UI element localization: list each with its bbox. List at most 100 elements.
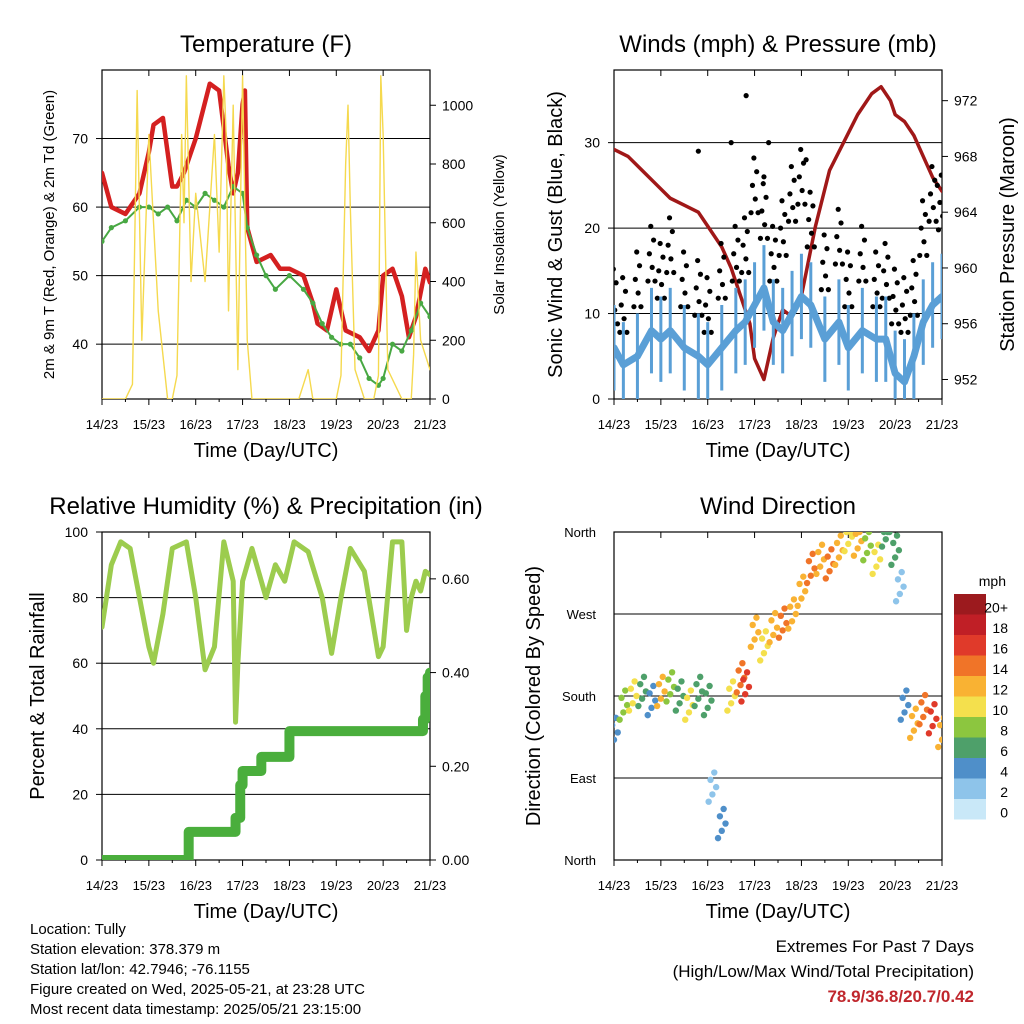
gust-point	[715, 295, 721, 301]
insolation-line	[102, 75, 430, 399]
gust-point	[802, 201, 808, 207]
gust-point	[780, 239, 786, 245]
direction-point	[745, 683, 753, 691]
gust-point	[810, 203, 816, 209]
x-tick-label: 18/23	[273, 878, 306, 893]
direction-point	[824, 553, 831, 560]
gust-point	[699, 312, 705, 318]
gust-point	[835, 206, 841, 212]
gust-point	[799, 187, 805, 194]
direction-point	[640, 673, 648, 681]
gust-point	[621, 316, 627, 322]
legend-swatch	[954, 614, 986, 635]
direction-point	[620, 709, 627, 716]
x-tick-label: 14/23	[598, 417, 631, 432]
y-tick-label: 0	[592, 391, 600, 407]
wind-band	[614, 284, 942, 386]
gust-point	[729, 278, 735, 284]
gust-point	[661, 295, 667, 301]
gust-point	[768, 251, 774, 257]
station-info: Location: Tully Station elevation: 378.3…	[30, 920, 365, 1020]
y2-tick-label: 600	[442, 215, 466, 231]
direction-point	[702, 690, 710, 697]
gust-point	[860, 264, 866, 270]
gust-point	[638, 304, 644, 310]
gust-point	[839, 261, 846, 267]
legend-label: 18	[992, 620, 1008, 636]
gust-point	[695, 257, 701, 264]
direction-point	[672, 707, 680, 714]
direction-point	[850, 552, 858, 559]
gust-point	[722, 295, 728, 301]
direction-point	[878, 543, 886, 550]
direction-point	[648, 704, 655, 712]
y-tick-label: 50	[72, 268, 88, 284]
gust-point	[873, 249, 879, 255]
direction-point	[920, 713, 927, 721]
direction-point	[657, 695, 665, 702]
gust-point	[856, 278, 862, 284]
gust-point	[907, 312, 913, 318]
direction-point	[773, 624, 781, 631]
direction-point	[882, 536, 889, 543]
y2-tick-label: 0.00	[442, 852, 469, 868]
gust-point	[766, 140, 772, 146]
gust-point	[624, 329, 630, 335]
direction-point	[845, 540, 852, 548]
gust-point	[832, 261, 839, 267]
direction-point	[653, 702, 661, 710]
gust-point	[782, 211, 788, 218]
gust-point	[935, 227, 942, 233]
gust-point	[743, 256, 749, 262]
direction-point	[835, 554, 843, 561]
direction-point	[894, 576, 902, 583]
gust-point	[622, 288, 629, 294]
gust-point	[695, 148, 701, 154]
direction-point	[625, 707, 633, 714]
x-tick-label: 18/23	[785, 878, 818, 893]
gust-point	[874, 290, 880, 296]
y-tick-label: 60	[72, 655, 88, 671]
gust-point	[889, 321, 895, 327]
station-location: Location: Tully	[30, 921, 126, 938]
gust-point	[761, 174, 767, 180]
y-tick-label: 20	[72, 786, 88, 802]
gust-point	[608, 321, 613, 326]
gust-point	[767, 278, 773, 284]
direction-point	[724, 707, 731, 714]
direction-point	[737, 681, 744, 689]
direction-point	[828, 546, 835, 553]
station-latlon: Station lat/lon: 42.7946; -76.1155	[30, 961, 250, 978]
gust-point	[881, 268, 887, 274]
legend-swatch	[954, 676, 986, 697]
y-tick-label: 30	[584, 135, 600, 151]
x-tick-label: 17/23	[226, 417, 259, 432]
direction-point	[796, 580, 803, 588]
direction-point	[674, 685, 681, 692]
gust-point	[703, 302, 709, 308]
direction-point	[811, 565, 818, 572]
legend-swatch	[954, 696, 986, 717]
y-tick-label: 80	[72, 590, 88, 606]
gust-point	[678, 304, 684, 310]
gust-point	[847, 263, 853, 269]
gust-point	[779, 198, 785, 204]
dewpoint-point	[310, 300, 316, 306]
gust-point	[693, 285, 699, 291]
y2-axis-label: Solar Insolation (Yellow)	[491, 154, 508, 314]
direction-point	[854, 545, 861, 552]
gust-point	[777, 225, 784, 231]
direction-point	[623, 701, 631, 709]
gust-point	[736, 278, 742, 284]
direction-point	[663, 698, 670, 705]
gust-point	[891, 266, 898, 272]
direction-point	[650, 682, 657, 690]
gust-point	[741, 215, 748, 221]
gust-point	[905, 329, 911, 335]
dewpoint-point	[263, 273, 269, 279]
gust-point	[806, 216, 812, 223]
gust-point	[636, 263, 643, 269]
gust-point	[825, 287, 831, 293]
direction-point	[785, 625, 792, 632]
x-tick-label: 18/23	[785, 417, 818, 432]
